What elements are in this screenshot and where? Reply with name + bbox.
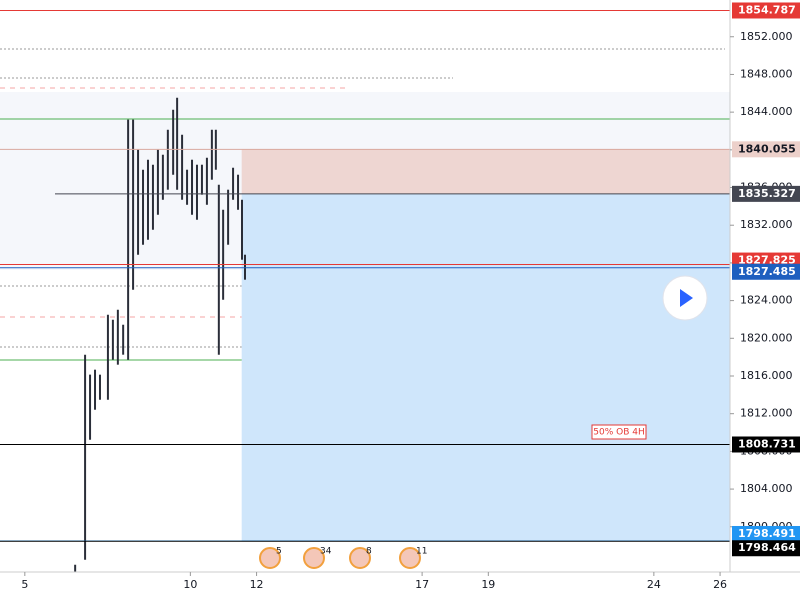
x-tick-label: 26	[713, 578, 727, 591]
target-zone	[241, 193, 730, 541]
level-label-bg	[732, 540, 800, 557]
x-tick-label: 5	[21, 578, 28, 591]
event-icon[interactable]	[259, 547, 281, 569]
level-label: 1827.485	[738, 265, 796, 278]
price-bars	[74, 97, 246, 572]
y-tick-label: 1848.000	[740, 67, 793, 80]
x-tick-label: 19	[481, 578, 495, 591]
level-label: 1808.731	[738, 437, 796, 450]
level-label-bg	[732, 2, 800, 19]
play-button[interactable]	[662, 275, 708, 321]
x-tick-label: 24	[647, 578, 661, 591]
x-tick-label: 17	[415, 578, 429, 591]
y-tick-label: 1852.000	[740, 30, 793, 43]
stop-zone	[241, 149, 730, 194]
y-tick-label: 1824.000	[740, 294, 793, 307]
event-count: 11	[416, 547, 427, 557]
x-tick-label: 12	[250, 578, 264, 591]
x-tick-label: 10	[183, 578, 197, 591]
y-tick-label: 1844.000	[740, 105, 793, 118]
level-label: 1835.327	[738, 187, 796, 200]
y-tick-label: 1832.000	[740, 218, 793, 231]
level-label: 1840.055	[738, 142, 796, 155]
level-label: 1827.825	[738, 254, 796, 267]
event-count: 34	[320, 547, 332, 557]
level-label-bg	[732, 185, 800, 202]
annotation-box	[591, 424, 647, 440]
level-label: 1854.787	[738, 3, 796, 16]
y-tick-label: 1812.000	[740, 407, 793, 420]
event-count: 8	[366, 547, 372, 557]
position-tool: 50% OB 4H	[241, 149, 730, 541]
y-tick-label: 1820.000	[740, 331, 793, 344]
event-icon[interactable]	[399, 547, 421, 569]
level-label-bg	[732, 436, 800, 453]
event-count: 5	[276, 547, 282, 557]
event-icon[interactable]	[303, 547, 325, 569]
time-axis-bg	[0, 572, 800, 598]
annotation: 50% OB 4H	[593, 428, 644, 438]
y-tick-label: 1804.000	[740, 482, 793, 495]
level-label-bg	[732, 141, 800, 158]
play-icon[interactable]	[680, 289, 693, 307]
y-tick-label: 1816.000	[740, 369, 793, 382]
level-labels: 1854.787 1840.055 1835.327 1827.8251827.485…	[732, 2, 800, 557]
price-levels	[0, 9, 730, 542]
level-label: 1798.464	[738, 541, 796, 554]
price-axis-bg	[730, 0, 800, 598]
level-label: 1798.491	[738, 527, 796, 540]
level-label-bg	[732, 263, 800, 280]
event-icon[interactable]	[349, 547, 371, 569]
level-label-bg	[732, 525, 800, 542]
